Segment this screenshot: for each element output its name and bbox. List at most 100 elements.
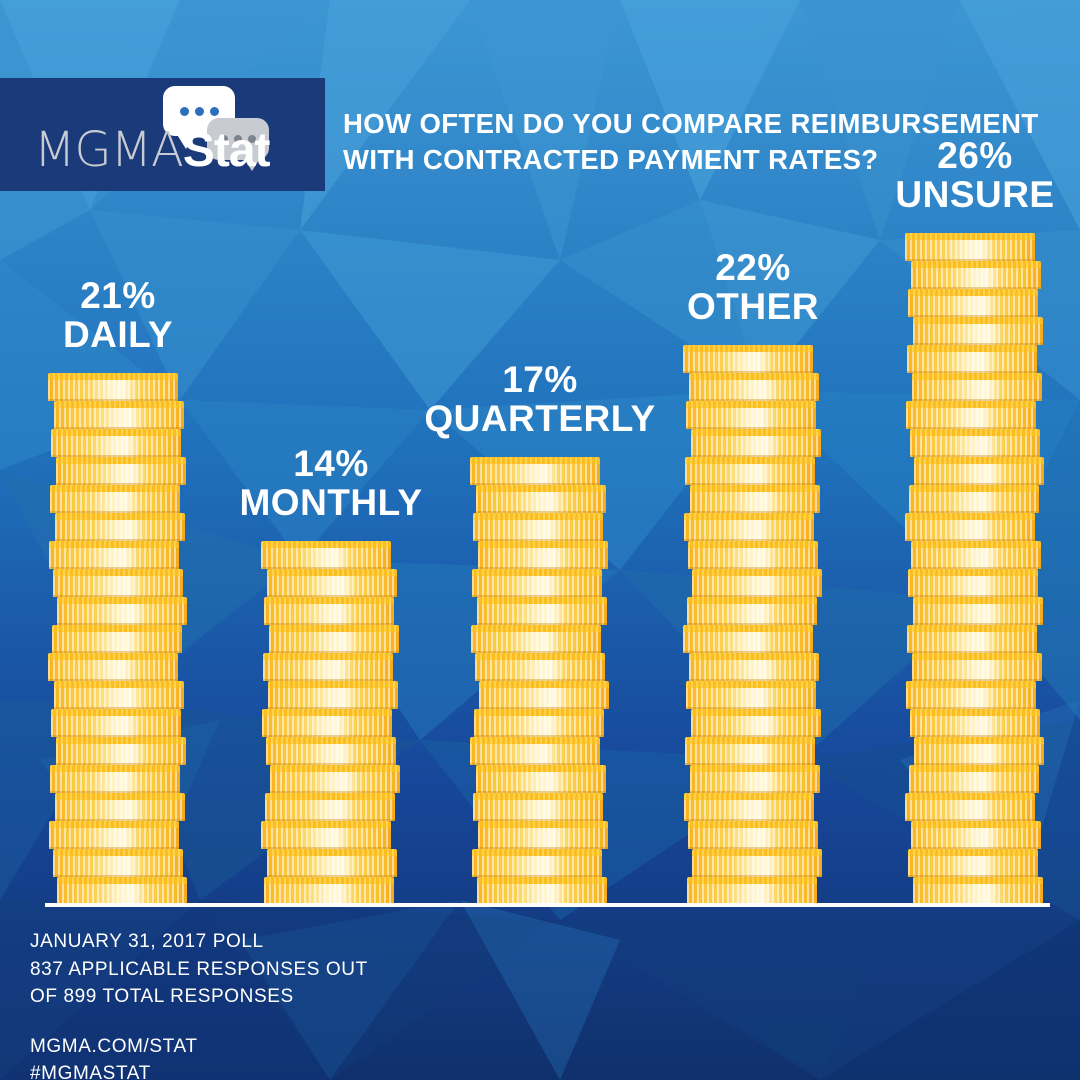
coin: [684, 513, 814, 541]
coin: [470, 737, 600, 765]
bar-percent: 22%: [715, 247, 791, 288]
coin: [57, 597, 187, 625]
coin: [914, 737, 1044, 765]
coin: [267, 849, 397, 877]
coin: [268, 681, 398, 709]
coin: [472, 569, 602, 597]
bar-label-monthly: 14% MONTHLY: [239, 444, 423, 523]
footer-responses-2: OF 899 TOTAL RESPONSES: [30, 986, 294, 1008]
coin: [475, 653, 605, 681]
bar-label-daily: 21% DAILY: [63, 275, 173, 355]
coin: [912, 653, 1042, 681]
logo-container: MGMAStat: [0, 78, 325, 191]
coin: [267, 569, 397, 597]
coin: [685, 737, 815, 765]
coin: [910, 429, 1040, 457]
bar-category: MONTHLY: [239, 481, 423, 523]
coin: [907, 625, 1037, 653]
coin: [55, 513, 185, 541]
coin: [51, 429, 181, 457]
bar-label-unsure: 26% UNSURE: [895, 135, 1055, 215]
coin: [477, 877, 607, 905]
coin: [911, 541, 1041, 569]
title-line-2: WITH CONTRACTED PAYMENT RATES?: [343, 144, 879, 176]
coin-stack-other: [683, 345, 823, 905]
coin-stack-daily: [48, 373, 188, 905]
coin: [687, 877, 817, 905]
coin: [53, 569, 183, 597]
logo-stat-text: Stat: [182, 124, 271, 177]
coin: [53, 849, 183, 877]
coin: [55, 793, 185, 821]
coin-stack-quarterly: [470, 457, 610, 905]
bar-category: QUARTERLY: [424, 397, 656, 439]
coin: [686, 401, 816, 429]
coin: [52, 625, 182, 653]
coin: [54, 401, 184, 429]
bar-label-other: 22% OTHER: [687, 247, 819, 327]
coin: [683, 625, 813, 653]
coin: [476, 485, 606, 513]
coin: [51, 709, 181, 737]
coin: [261, 821, 391, 849]
coin: [263, 653, 393, 681]
coin-stack-monthly: [261, 541, 401, 905]
coin: [264, 597, 394, 625]
coin: [265, 793, 395, 821]
coin: [690, 485, 820, 513]
coin: [269, 625, 399, 653]
bar-category: OTHER: [687, 285, 819, 327]
coin: [50, 485, 180, 513]
coin: [689, 653, 819, 681]
footer-poll-date: JANUARY 31, 2017 POLL: [30, 931, 264, 952]
coin: [478, 821, 608, 849]
chart-baseline: [45, 903, 1050, 907]
coin: [911, 821, 1041, 849]
coin: [906, 401, 1036, 429]
speech-bubble-gray-icon: [207, 118, 269, 171]
coin: [689, 373, 819, 401]
coin: [48, 373, 178, 401]
bar-label-quarterly: 17% QUARTERLY: [424, 360, 656, 439]
bar-percent: 26%: [937, 135, 1013, 176]
coin: [910, 709, 1040, 737]
coin: [908, 289, 1038, 317]
coin: [914, 457, 1044, 485]
coin: [911, 261, 1041, 289]
coin: [684, 793, 814, 821]
logo-mgma-text: MGMA: [34, 122, 184, 178]
coin: [49, 541, 179, 569]
footer-hashtag[interactable]: #MGMASTAT: [30, 1063, 151, 1080]
coin: [473, 513, 603, 541]
coin-stack-unsure: [905, 233, 1045, 905]
coin: [912, 373, 1042, 401]
coin: [476, 765, 606, 793]
coin: [479, 681, 609, 709]
coin: [913, 317, 1043, 345]
coin: [49, 821, 179, 849]
coin: [48, 653, 178, 681]
coin: [266, 737, 396, 765]
coin: [692, 849, 822, 877]
footer-website[interactable]: MGMA.COM/STAT: [30, 1035, 198, 1057]
coin: [261, 541, 391, 569]
coin: [908, 569, 1038, 597]
coin: [905, 513, 1035, 541]
bar-category: UNSURE: [895, 173, 1055, 215]
coin: [471, 625, 601, 653]
coin: [683, 345, 813, 373]
coin: [56, 457, 186, 485]
coin: [262, 709, 392, 737]
coin: [687, 597, 817, 625]
coin: [907, 345, 1037, 373]
coin: [905, 233, 1035, 261]
coin: [688, 821, 818, 849]
coin: [54, 681, 184, 709]
coin: [470, 457, 600, 485]
bar-percent: 21%: [80, 275, 156, 316]
coin: [474, 709, 604, 737]
coin: [913, 877, 1043, 905]
coin: [478, 541, 608, 569]
